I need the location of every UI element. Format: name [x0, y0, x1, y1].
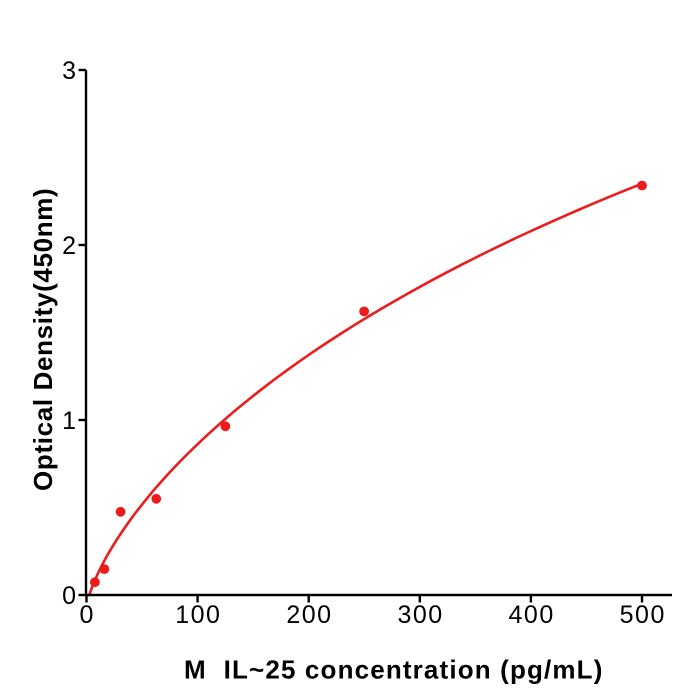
svg-text:0: 0 — [62, 582, 76, 610]
svg-text:300: 300 — [397, 601, 443, 629]
svg-text:1: 1 — [62, 407, 76, 435]
svg-text:400: 400 — [509, 601, 555, 629]
svg-text:0: 0 — [80, 601, 95, 629]
svg-text:200: 200 — [286, 601, 332, 629]
svg-text:M IL~25 concentration (pg/mL): M IL~25 concentration (pg/mL) — [184, 655, 603, 685]
svg-text:500: 500 — [620, 601, 666, 629]
svg-text:2: 2 — [62, 232, 76, 260]
svg-text:3: 3 — [62, 57, 76, 85]
svg-text:100: 100 — [175, 601, 221, 629]
svg-text:Optical Density(450nm): Optical Density(450nm) — [28, 188, 58, 491]
